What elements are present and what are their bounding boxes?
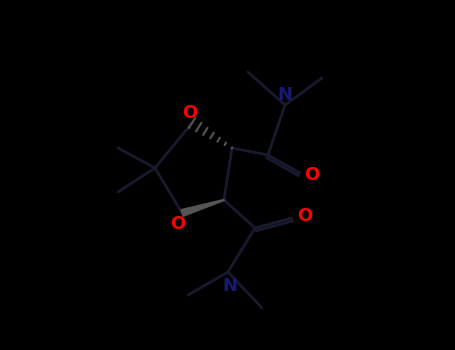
Text: O: O	[298, 207, 313, 225]
Text: N: N	[278, 86, 293, 104]
Text: O: O	[182, 104, 197, 122]
Text: O: O	[304, 166, 319, 184]
Text: N: N	[222, 277, 238, 295]
Text: O: O	[170, 215, 186, 233]
Polygon shape	[181, 199, 224, 216]
